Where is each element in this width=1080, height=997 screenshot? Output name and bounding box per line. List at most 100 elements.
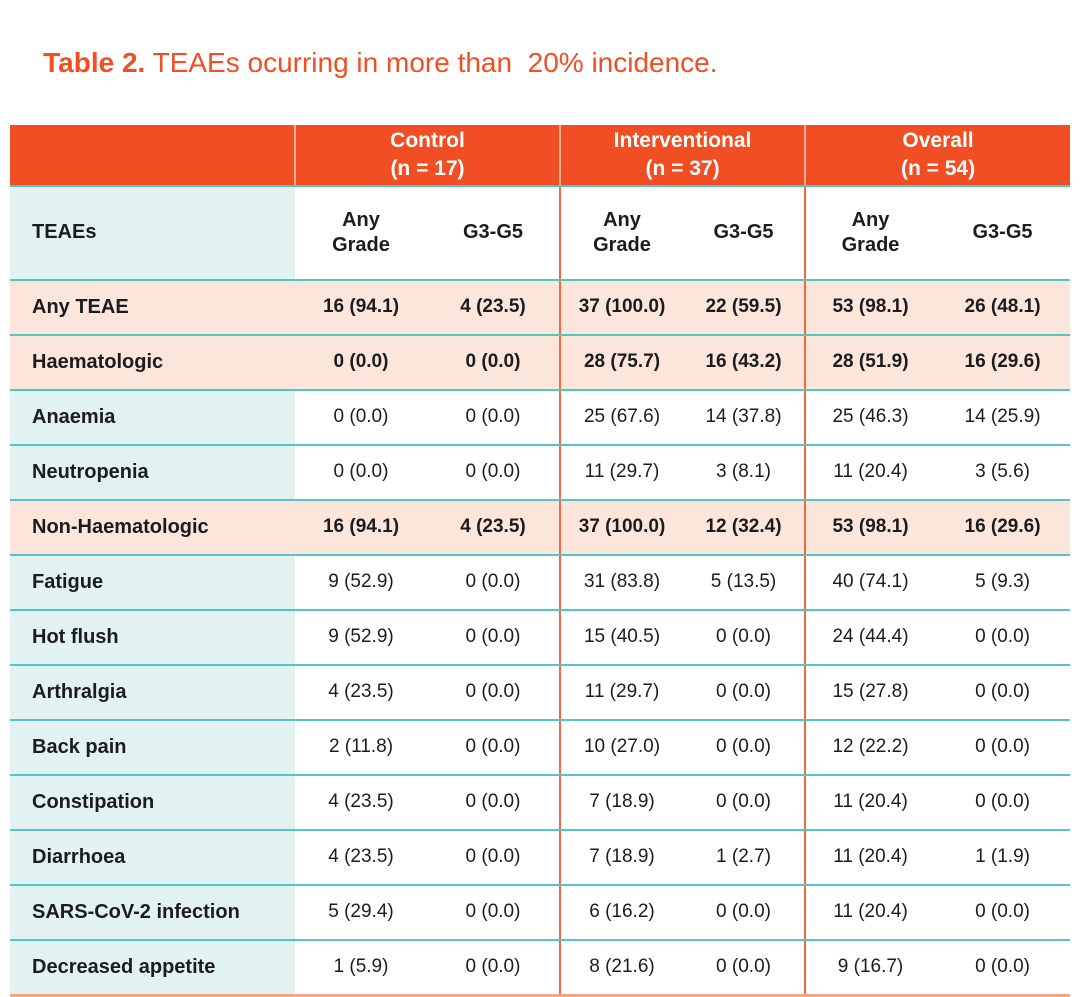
row-label: Diarrhoea (10, 829, 295, 886)
cell: 14 (37.8) (683, 389, 806, 446)
cell: 0 (0.0) (295, 444, 427, 501)
cell: 11 (20.4) (804, 444, 936, 501)
cell: 0 (0.0) (427, 334, 560, 391)
column-header-row: TEAEs Any Grade G3-G5 Any Grade G3-G5 An… (10, 185, 1071, 281)
row-label: SARS-CoV-2 infection (10, 884, 295, 941)
cell: 0 (0.0) (935, 664, 1071, 721)
cell: 14 (25.9) (935, 389, 1071, 446)
group-label: Overall (902, 129, 974, 153)
cell: 6 (16.2) (559, 884, 683, 941)
row-label: Anaemia (10, 389, 295, 446)
table-row-hot-flush: Hot flush 9 (52.9) 0 (0.0) 15 (40.5) 0 (… (10, 609, 1071, 666)
cell: 22 (59.5) (683, 279, 806, 336)
cell: 4 (23.5) (295, 664, 427, 721)
table-row-haematologic: Haematologic 0 (0.0) 0 (0.0) 28 (75.7) 1… (10, 334, 1071, 391)
cell: 0 (0.0) (427, 884, 560, 941)
cell: 53 (98.1) (804, 499, 936, 556)
column-header-any-grade: Any Grade (295, 185, 427, 281)
cell: 0 (0.0) (683, 609, 806, 666)
cell: 0 (0.0) (295, 389, 427, 446)
cell: 26 (48.1) (935, 279, 1071, 336)
cell: 53 (98.1) (804, 279, 936, 336)
table-title-text: TEAEs ocurring in more than 20% incidenc… (145, 46, 718, 78)
group-header-control: Control (n = 17) (294, 124, 560, 187)
group-n: (n = 17) (390, 156, 465, 180)
cell: 0 (0.0) (427, 664, 560, 721)
teae-table: Control (n = 17) Interventional (n = 37)… (10, 124, 1071, 997)
cell: 9 (52.9) (295, 554, 427, 611)
cell: 11 (29.7) (559, 444, 683, 501)
cell: 0 (0.0) (683, 719, 806, 776)
cell: 24 (44.4) (804, 609, 936, 666)
column-header-g3g5: G3-G5 (427, 185, 560, 281)
table-row-back-pain: Back pain 2 (11.8) 0 (0.0) 10 (27.0) 0 (… (10, 719, 1071, 776)
cell: 0 (0.0) (427, 389, 560, 446)
column-header-any-grade: Any Grade (804, 185, 936, 281)
table-row-fatigue: Fatigue 9 (52.9) 0 (0.0) 31 (83.8) 5 (13… (10, 554, 1071, 611)
cell: 12 (32.4) (683, 499, 806, 556)
column-header-g3g5: G3-G5 (683, 185, 806, 281)
row-label: Any TEAE (10, 279, 295, 336)
row-label: Back pain (10, 719, 295, 776)
cell: 15 (27.8) (804, 664, 936, 721)
row-label: Non-Haematologic (10, 499, 295, 556)
table-row-any-teae: Any TEAE 16 (94.1) 4 (23.5) 37 (100.0) 2… (10, 279, 1071, 336)
cell: 2 (11.8) (295, 719, 427, 776)
cell: 0 (0.0) (683, 884, 806, 941)
cell: 4 (23.5) (427, 279, 560, 336)
cell: 37 (100.0) (559, 499, 683, 556)
cell: 40 (74.1) (804, 554, 936, 611)
cell: 37 (100.0) (559, 279, 683, 336)
table-row-neutropenia: Neutropenia 0 (0.0) 0 (0.0) 11 (29.7) 3 … (10, 444, 1071, 501)
cell: 25 (46.3) (804, 389, 936, 446)
column-header-teaes: TEAEs (10, 185, 295, 281)
cell: 4 (23.5) (295, 829, 427, 886)
cell: 10 (27.0) (559, 719, 683, 776)
table-title-prefix: Table 2. (43, 46, 146, 78)
table-row-sars-cov-2-infection: SARS-CoV-2 infection 5 (29.4) 0 (0.0) 6 … (10, 884, 1071, 941)
row-label: Decreased appetite (10, 939, 295, 997)
column-header-any-grade: Any Grade (559, 185, 683, 281)
cell: 31 (83.8) (559, 554, 683, 611)
cell: 0 (0.0) (683, 939, 806, 997)
group-header-row: Control (n = 17) Interventional (n = 37)… (10, 124, 1071, 187)
cell: 1 (5.9) (295, 939, 427, 997)
row-label: Fatigue (10, 554, 295, 611)
row-label: Hot flush (10, 609, 295, 666)
cell: 12 (22.2) (804, 719, 936, 776)
cell: 0 (0.0) (427, 829, 560, 886)
cell: 0 (0.0) (935, 884, 1071, 941)
cell: 0 (0.0) (427, 939, 560, 997)
table-title: Table 2. TEAEs ocurring in more than 20%… (12, 12, 1070, 113)
table-row-decreased-appetite: Decreased appetite 1 (5.9) 0 (0.0) 8 (21… (10, 939, 1071, 997)
band-corner-cell (10, 124, 295, 187)
cell: 0 (0.0) (935, 609, 1071, 666)
cell: 0 (0.0) (935, 719, 1071, 776)
cell: 9 (16.7) (804, 939, 936, 997)
cell: 4 (23.5) (427, 499, 560, 556)
cell: 0 (0.0) (935, 774, 1071, 831)
cell: 16 (94.1) (295, 279, 427, 336)
cell: 9 (52.9) (295, 609, 427, 666)
table-row-arthralgia: Arthralgia 4 (23.5) 0 (0.0) 11 (29.7) 0 … (10, 664, 1071, 721)
cell: 28 (51.9) (804, 334, 936, 391)
group-n: (n = 54) (900, 156, 976, 180)
cell: 0 (0.0) (427, 444, 560, 501)
table-row-anaemia: Anaemia 0 (0.0) 0 (0.0) 25 (67.6) 14 (37… (10, 389, 1071, 446)
cell: 3 (5.6) (935, 444, 1071, 501)
cell: 0 (0.0) (683, 774, 806, 831)
table-row-diarrhoea: Diarrhoea 4 (23.5) 0 (0.0) 7 (18.9) 1 (2… (10, 829, 1071, 886)
group-label: Interventional (613, 129, 752, 153)
cell: 1 (1.9) (935, 829, 1071, 886)
row-label: Neutropenia (10, 444, 295, 501)
cell: 16 (29.6) (935, 334, 1071, 391)
cell: 0 (0.0) (427, 554, 560, 611)
cell: 0 (0.0) (427, 719, 560, 776)
cell: 16 (29.6) (935, 499, 1071, 556)
cell: 0 (0.0) (935, 939, 1071, 997)
cell: 0 (0.0) (427, 609, 560, 666)
cell: 1 (2.7) (683, 829, 806, 886)
row-label: Haematologic (10, 334, 295, 391)
cell: 8 (21.6) (559, 939, 683, 997)
